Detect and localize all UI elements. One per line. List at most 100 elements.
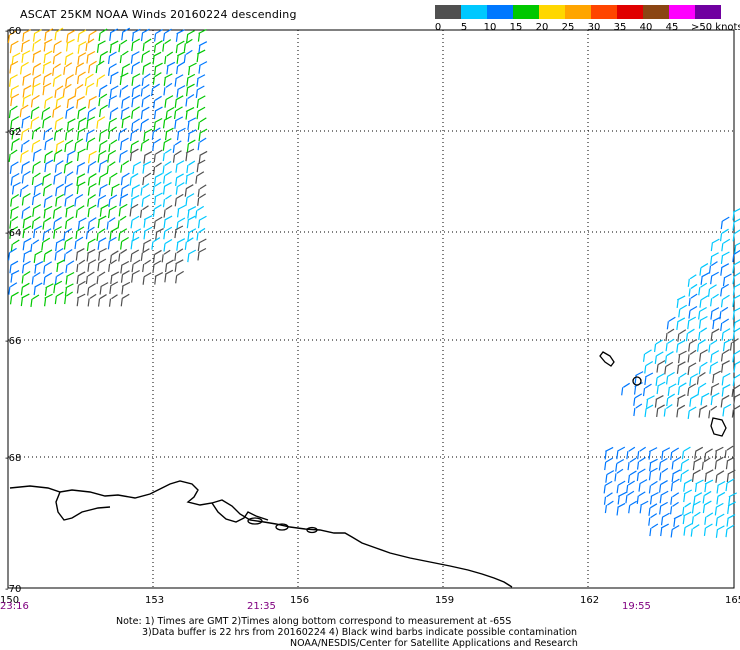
- wind-barb: [677, 350, 687, 364]
- wind-barb: [76, 280, 86, 294]
- wind-barb: [176, 204, 186, 218]
- wind-barb: [55, 95, 65, 109]
- wind-barb: [721, 384, 731, 397]
- wind-barb: [44, 96, 53, 109]
- wind-barb: [7, 30, 17, 43]
- wind-barb: [162, 182, 172, 195]
- wind-barb: [65, 204, 75, 218]
- legend-swatch: [513, 5, 539, 19]
- wind-barb: [109, 85, 119, 98]
- wind-barb: [732, 327, 740, 340]
- wind-barb: [733, 360, 740, 373]
- wind-barb: [118, 228, 128, 241]
- wind-barb: [106, 217, 116, 230]
- wind-barb: [34, 260, 44, 274]
- wind-barb: [20, 139, 30, 153]
- wind-barb: [676, 394, 686, 407]
- wind-barb: [75, 62, 85, 76]
- wind-barb: [21, 115, 31, 129]
- lat-tick-label: -66: [5, 336, 21, 347]
- wind-barb: [77, 217, 87, 230]
- wind-barb: [87, 283, 96, 296]
- wind-barb: [96, 228, 106, 241]
- wind-barb: [708, 339, 718, 353]
- wind-barb: [43, 261, 53, 274]
- wind-barb: [109, 281, 119, 294]
- wind-barb: [628, 500, 637, 514]
- wind-barb: [120, 106, 130, 120]
- wind-barb: [175, 40, 185, 54]
- wind-barb: [110, 183, 120, 197]
- wind-barb: [97, 294, 107, 307]
- wind-barb: [108, 259, 117, 272]
- wind-barb: [198, 41, 208, 54]
- wind-barb: [77, 52, 87, 65]
- wind-barb: [64, 283, 74, 296]
- wind-barb: [99, 282, 109, 295]
- wind-barb: [162, 194, 172, 208]
- wind-barb: [55, 140, 65, 153]
- wind-barb: [186, 30, 195, 43]
- wind-barb: [729, 338, 739, 351]
- wind-barb: [31, 192, 41, 206]
- wind-barb: [636, 457, 646, 470]
- legend-swatch: [565, 5, 591, 19]
- wind-barb: [43, 38, 53, 52]
- wind-barb: [75, 226, 85, 239]
- wind-barb: [714, 502, 724, 516]
- wind-barb: [152, 249, 162, 263]
- wind-barb: [197, 28, 207, 42]
- wind-barb: [688, 283, 698, 297]
- wind-barb: [74, 236, 84, 250]
- wind-barb: [163, 226, 173, 240]
- wind-barb: [677, 382, 687, 396]
- wind-barb: [97, 258, 107, 272]
- legend-label: 5: [460, 22, 468, 33]
- wind-barb: [140, 118, 149, 132]
- wind-barb: [84, 73, 94, 87]
- wind-barb: [107, 236, 117, 250]
- wind-barb: [44, 137, 54, 151]
- wind-barb: [198, 128, 208, 142]
- wind-barb: [676, 317, 686, 330]
- wind-barb: [64, 291, 73, 305]
- wind-barb: [712, 370, 721, 384]
- map-frame: [7, 29, 735, 589]
- wind-barb: [141, 194, 151, 207]
- wind-barb: [96, 40, 106, 53]
- wind-barb: [172, 150, 182, 163]
- wind-barb: [174, 248, 184, 261]
- wind-barb: [196, 106, 206, 120]
- wind-barb: [691, 469, 701, 482]
- wind-barb: [43, 293, 53, 307]
- wind-barb: [195, 171, 205, 184]
- wind-barb: [698, 282, 708, 296]
- wind-barb: [642, 383, 652, 397]
- wind-barb: [667, 383, 677, 396]
- wind-barb: [76, 181, 86, 195]
- wind-barb: [95, 60, 105, 74]
- wind-barb: [31, 216, 41, 229]
- legend-swatch: [695, 5, 721, 19]
- wind-barb: [732, 229, 740, 242]
- wind-barb: [8, 74, 18, 87]
- wind-barb: [44, 28, 54, 41]
- wind-barb: [733, 393, 740, 406]
- wind-barb: [130, 194, 140, 208]
- wind-barb: [687, 349, 697, 363]
- wind-barb: [107, 63, 117, 76]
- wind-barb: [32, 160, 41, 174]
- wind-barb: [107, 205, 117, 219]
- wind-barb: [604, 446, 614, 460]
- wind-barb: [63, 249, 73, 262]
- wind-barb: [62, 83, 72, 97]
- wind-barb: [76, 96, 85, 109]
- wind-barb: [142, 161, 152, 174]
- wind-barb: [187, 228, 197, 241]
- wind-barb: [65, 260, 75, 273]
- wind-barb: [98, 128, 108, 142]
- wind-barb: [65, 271, 75, 285]
- wind-barb: [656, 404, 665, 417]
- wind-barb: [118, 203, 128, 217]
